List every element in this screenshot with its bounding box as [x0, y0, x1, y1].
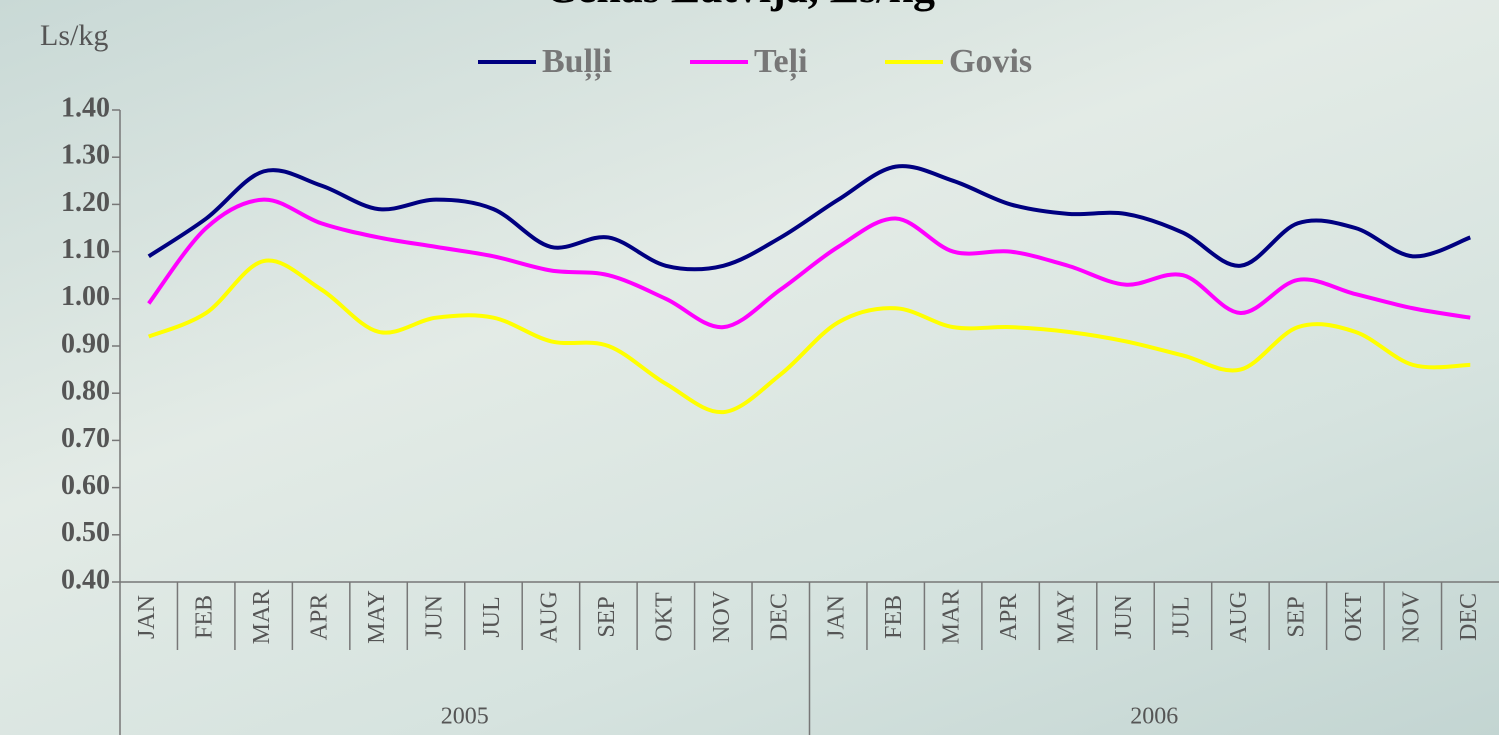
- x-tick-label: AUG: [536, 591, 562, 643]
- x-tick-label: JAN: [824, 595, 850, 639]
- data-line: [147, 197, 1471, 330]
- y-tick-label: 0.50: [61, 517, 110, 548]
- x-tick-label: APR: [996, 594, 1022, 641]
- x-tick-label: DEC: [1456, 593, 1482, 641]
- y-tick-label: 1.00: [61, 281, 110, 312]
- x-tick-label: NOV: [1398, 590, 1424, 643]
- y-tick-label: 0.70: [61, 423, 110, 454]
- y-tick-label: 1.40: [61, 92, 110, 123]
- x-tick-label: JUL: [479, 596, 505, 637]
- x-tick-label: FEB: [192, 595, 218, 639]
- y-tick-label: 1.10: [61, 234, 110, 265]
- y-tick-label: 0.90: [61, 328, 110, 359]
- chart-title: Cenas Latvijā, Ls/kg: [545, 0, 935, 12]
- legend-label: Teļi: [754, 43, 808, 81]
- x-tick-label: SEP: [1283, 596, 1309, 637]
- x-tick-label: MAR: [939, 590, 965, 645]
- x-tick-label: FEB: [881, 595, 907, 639]
- legend-label: Govis: [949, 43, 1032, 80]
- legend-label: Buļļi: [542, 43, 612, 81]
- x-tick-label: JUL: [1168, 596, 1194, 637]
- data-line: [147, 258, 1471, 415]
- data-line: [147, 164, 1471, 272]
- x-tick-label: MAY: [1054, 590, 1080, 644]
- y-tick-label: 0.80: [61, 376, 110, 407]
- x-tick-label: JUN: [422, 595, 448, 639]
- x-tick-label: SEP: [594, 596, 620, 637]
- x-tick-label: MAR: [249, 590, 275, 645]
- y-tick-label: 0.40: [61, 564, 110, 595]
- x-tick-label: DEC: [766, 593, 792, 641]
- x-tick-label: OKT: [1341, 592, 1367, 642]
- year-label: 2005: [441, 704, 489, 730]
- x-tick-label: OKT: [651, 592, 677, 642]
- x-tick-label: JAN: [134, 595, 160, 639]
- x-tick-label: MAY: [364, 590, 390, 644]
- year-label: 2006: [1130, 704, 1178, 730]
- x-tick-label: JUN: [1111, 595, 1137, 639]
- x-tick-label: NOV: [709, 590, 735, 643]
- y-tick-label: 1.20: [61, 187, 110, 218]
- y-tick-label: 0.60: [61, 470, 110, 501]
- x-tick-label: APR: [307, 594, 333, 641]
- y-axis-label: Ls/kg: [40, 19, 108, 52]
- x-tick-label: AUG: [1226, 591, 1252, 643]
- y-tick-label: 1.30: [61, 140, 110, 171]
